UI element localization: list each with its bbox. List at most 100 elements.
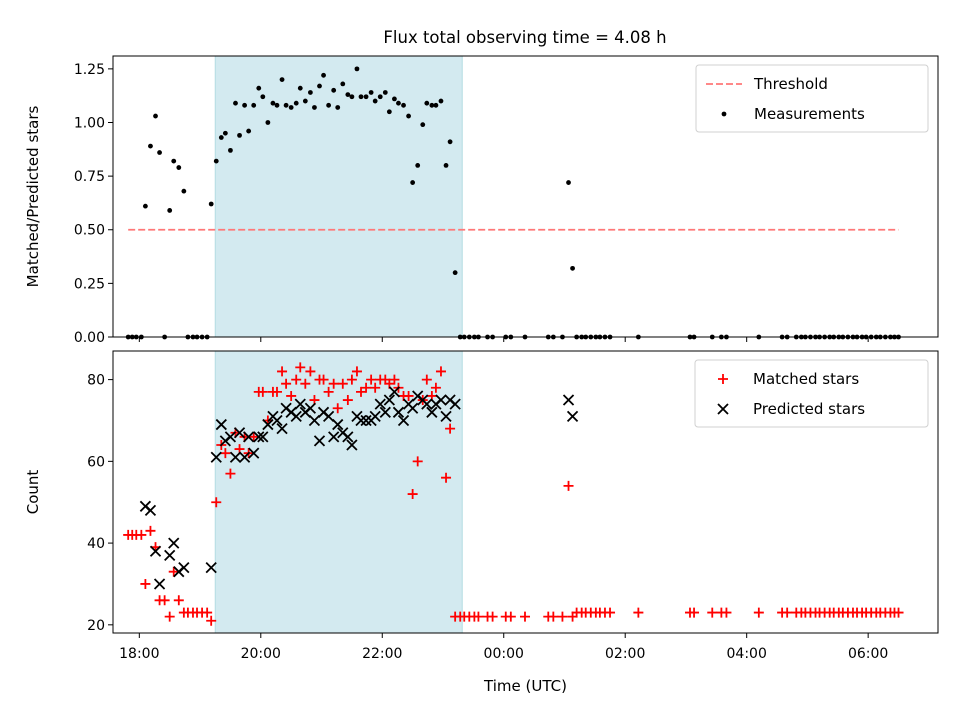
matched-star-point xyxy=(342,395,353,406)
measurement-point xyxy=(260,94,266,100)
matched-star-point xyxy=(707,607,718,618)
predicted-star-point xyxy=(229,451,242,463)
predicted-star-point xyxy=(304,402,317,414)
predicted-star-point xyxy=(383,394,395,406)
matched-star-point xyxy=(271,386,282,397)
predicted-star-point xyxy=(342,431,354,443)
predicted-star-point xyxy=(369,410,381,423)
matched-star-point xyxy=(366,374,377,385)
top-legend xyxy=(695,64,929,133)
predicted-star-point xyxy=(290,410,302,423)
matched-star-point xyxy=(291,374,302,385)
bottom-x-tick-label: 06:00 xyxy=(848,646,888,662)
matched-star-point xyxy=(430,382,441,393)
legend-matched-swatch xyxy=(718,374,728,384)
measurement-point xyxy=(233,100,238,106)
matched-star-point xyxy=(328,378,339,389)
measurement-point xyxy=(396,100,401,106)
measurement-point xyxy=(256,85,262,91)
top-y-tick-label: 0.00 xyxy=(74,330,105,346)
predicted-star-point xyxy=(205,561,217,574)
legend-label: Measurements xyxy=(754,105,865,123)
matched-star-point xyxy=(168,566,179,577)
predicted-star-point xyxy=(271,414,283,427)
matched-star-point xyxy=(361,382,372,393)
predicted-star-point xyxy=(257,431,269,443)
measurement-point xyxy=(433,102,439,108)
top-y-tick-label: 0.75 xyxy=(74,169,105,185)
measurement-point xyxy=(377,94,383,100)
measurement-point xyxy=(326,102,332,108)
measurement-point xyxy=(406,113,411,119)
measurement-point xyxy=(270,100,276,106)
predicted-star-point xyxy=(388,386,401,398)
measurement-point xyxy=(420,122,426,128)
measurement-point xyxy=(218,135,224,140)
predicted-star-point xyxy=(355,414,367,427)
measurement-point xyxy=(153,113,158,119)
measurement-point xyxy=(222,130,228,136)
matched-star-point xyxy=(140,578,151,589)
measurement-point xyxy=(382,90,388,95)
bottom-y-axis-label: Count xyxy=(24,470,42,515)
predicted-star-point xyxy=(164,549,176,561)
matched-star-point xyxy=(407,489,418,500)
measurement-point xyxy=(167,208,173,213)
measurement-point xyxy=(274,102,280,108)
predicted-star-point xyxy=(332,418,344,431)
measurement-point xyxy=(283,102,289,108)
predicted-star-point xyxy=(243,431,255,443)
predicted-star-point xyxy=(210,451,222,463)
predicted-star-point xyxy=(313,435,326,447)
measurement-point xyxy=(242,102,247,108)
measurement-point xyxy=(157,150,162,155)
matched-star-point xyxy=(346,374,357,385)
measurement-point xyxy=(452,270,458,276)
measurement-point xyxy=(142,203,148,209)
matched-star-point xyxy=(689,607,700,618)
matched-star-point xyxy=(782,607,793,618)
legend-label: Predicted stars xyxy=(753,400,865,418)
measurement-point xyxy=(415,162,421,168)
bottom-legend xyxy=(694,359,929,428)
matched-star-point xyxy=(605,607,616,618)
top-y-tick-label: 1.25 xyxy=(74,62,105,78)
predicted-star-point xyxy=(360,414,372,427)
predicted-star-point xyxy=(440,410,452,423)
measurement-point xyxy=(345,92,351,98)
matched-star-point xyxy=(295,362,306,373)
legend-label: Threshold xyxy=(753,75,828,93)
top-panel: 0.00 0.25 0.50 0.75 1.00 1.25 Matched/Predicte… xyxy=(24,55,939,346)
matched-star-point xyxy=(441,472,452,483)
bottom-y-tick-label: 80 xyxy=(87,373,105,389)
measurement-point xyxy=(363,94,369,100)
matched-star-point xyxy=(206,615,217,626)
predicted-star-point xyxy=(379,406,391,418)
matched-star-point xyxy=(286,390,297,401)
matched-star-point xyxy=(487,611,498,622)
matched-star-point xyxy=(370,382,381,393)
measurement-point xyxy=(438,98,444,104)
predicted-star-point xyxy=(562,394,575,406)
matched-star-point xyxy=(337,378,348,389)
measurement-point xyxy=(386,109,392,115)
matched-star-point xyxy=(305,366,316,377)
bottom-x-tick-label: 00:00 xyxy=(484,646,524,662)
predicted-star-point xyxy=(144,504,157,517)
predicted-star-point xyxy=(374,398,386,410)
predicted-star-point xyxy=(328,431,340,443)
matched-star-point xyxy=(332,403,343,414)
predicted-star-point xyxy=(322,410,335,423)
matched-star-point xyxy=(323,386,334,397)
predicted-star-point xyxy=(308,414,321,427)
measurement-point xyxy=(265,120,271,125)
matched-star-point xyxy=(225,468,236,479)
measurement-point xyxy=(566,180,571,185)
predicted-star-point xyxy=(262,418,274,431)
measurement-point xyxy=(447,139,453,145)
measurement-point xyxy=(331,87,337,93)
measurement-point xyxy=(208,201,214,207)
measurement-point xyxy=(429,102,435,108)
top-y-tick-label: 0.25 xyxy=(74,276,105,292)
